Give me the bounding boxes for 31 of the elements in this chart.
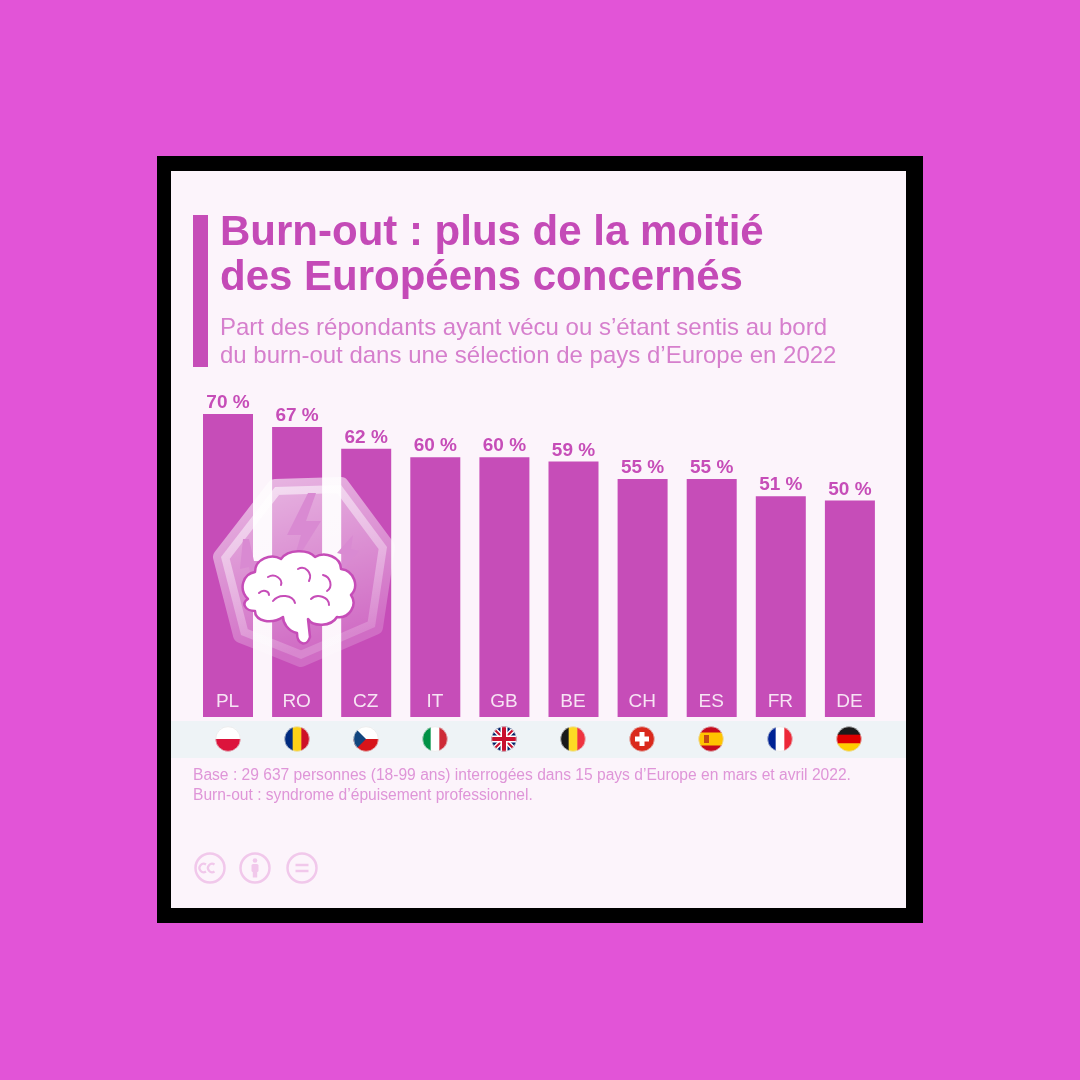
data-label: 60 % bbox=[482, 434, 527, 456]
chart-title: Burn-out : plus de la moitié des Européens concernés bbox=[220, 207, 765, 299]
bar bbox=[755, 496, 806, 717]
x-tick-label: GB bbox=[490, 690, 518, 711]
x-tick-label: DE bbox=[836, 690, 863, 711]
text: Burn-out : syndrome d’épuisement professionnel. bbox=[193, 785, 534, 805]
x-tick-label: IT bbox=[426, 690, 444, 711]
bar bbox=[548, 461, 599, 717]
x-tick-label: RO bbox=[282, 690, 311, 711]
bar bbox=[686, 478, 737, 717]
x-tick-label: ES bbox=[698, 690, 724, 711]
text: Base : 29 637 personnes (18-99 ans) interrogées dans 15 pays d’Europe en mars et avril 2022. bbox=[193, 765, 852, 785]
data-label: 51 % bbox=[759, 473, 803, 495]
chart-subtitle: Part des répondants ayant vécu ou s’étant sentis au bord du burn-out dans une sélection de pays d’Europe en 2022 bbox=[220, 313, 838, 369]
x-tick-label: CZ bbox=[353, 690, 379, 711]
x-tick-label: CH bbox=[628, 690, 656, 711]
bar bbox=[479, 457, 530, 717]
data-label: 55 % bbox=[620, 455, 665, 477]
bar bbox=[617, 478, 668, 717]
x-tick-label: BE bbox=[560, 690, 586, 711]
data-label: 70 % bbox=[206, 391, 250, 412]
data-label: 59 % bbox=[551, 438, 596, 460]
data-label: 62 % bbox=[344, 425, 388, 447]
data-label: 50 % bbox=[828, 477, 872, 499]
x-tick-label: PL bbox=[215, 690, 240, 711]
x-tick-label: FR bbox=[767, 690, 794, 711]
data-label: 67 % bbox=[275, 403, 319, 425]
bar bbox=[410, 457, 461, 717]
bar bbox=[824, 500, 875, 717]
data-label: 55 % bbox=[690, 455, 734, 477]
data-label: 60 % bbox=[413, 434, 458, 456]
